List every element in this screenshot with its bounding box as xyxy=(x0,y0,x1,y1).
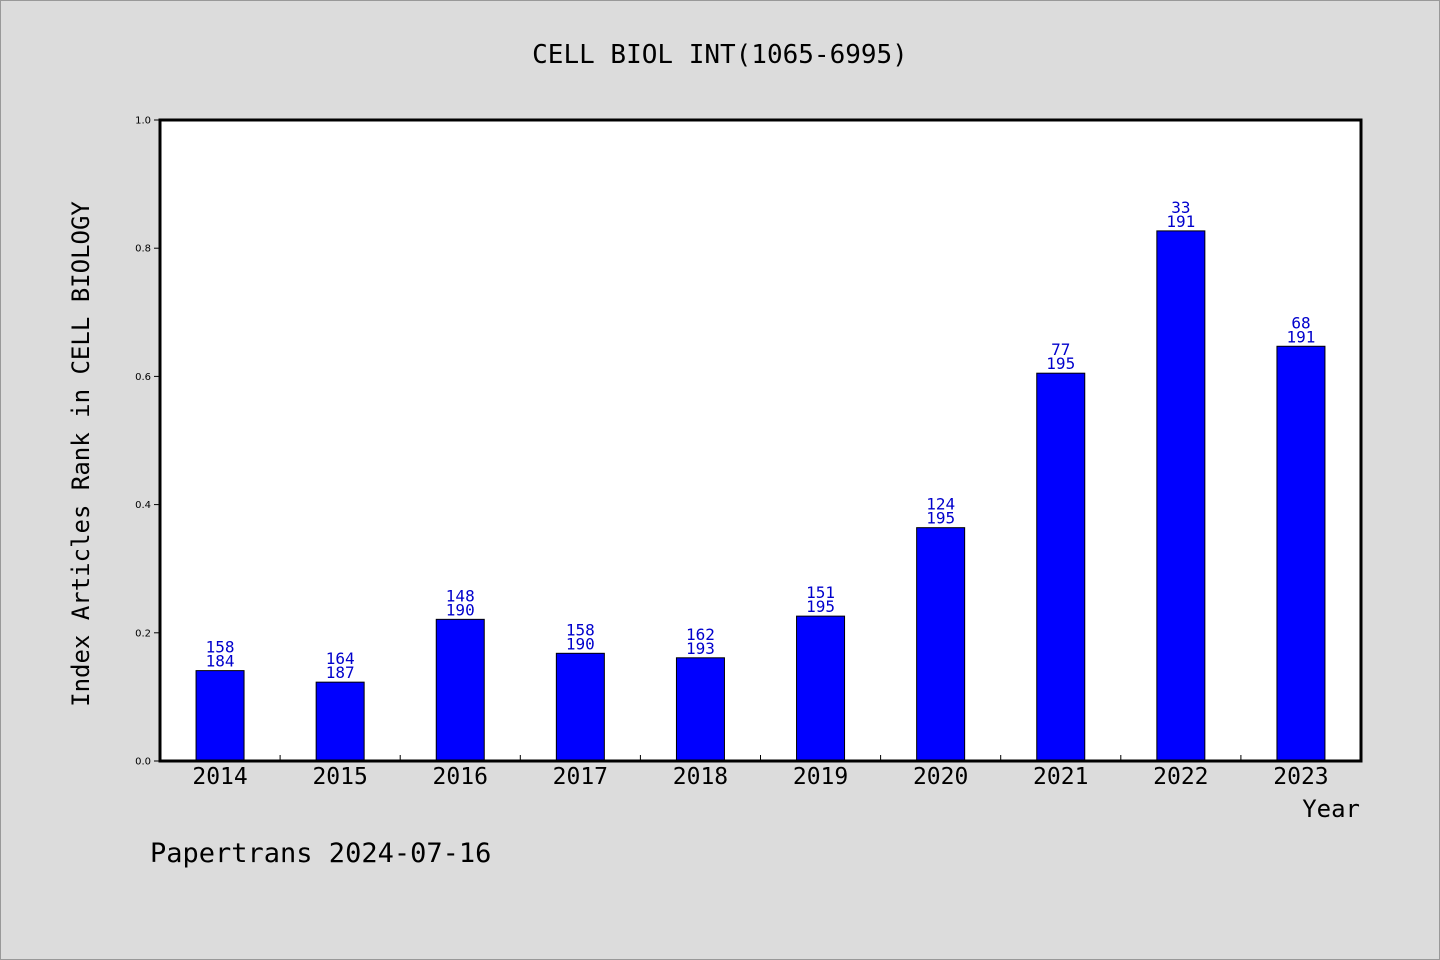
data-label-total: 190 xyxy=(566,634,595,653)
data-label-rank: 158 xyxy=(566,620,595,639)
data-label-total: 193 xyxy=(686,639,715,658)
y-tick-label: 0.6 xyxy=(135,372,151,383)
bar-2019 xyxy=(796,615,846,762)
data-label-total: 195 xyxy=(806,597,835,616)
x-tick-label: 2019 xyxy=(793,764,848,790)
data-label-rank: 151 xyxy=(806,583,835,602)
bar-2014 xyxy=(195,670,245,762)
y-tick-label: 0.2 xyxy=(135,628,151,639)
y-tick-label: 0.4 xyxy=(135,500,151,511)
bar-2023 xyxy=(1276,345,1326,762)
data-label-total: 195 xyxy=(1046,354,1075,373)
data-label-rank: 148 xyxy=(446,586,475,605)
data-label-total: 190 xyxy=(446,600,475,619)
bar-series xyxy=(195,230,1326,762)
data-label-rank: 162 xyxy=(686,625,715,644)
data-label-total: 195 xyxy=(926,509,955,528)
data-label-rank: 164 xyxy=(326,649,355,668)
x-tick-label: 2015 xyxy=(312,764,367,790)
x-tick-label: 2018 xyxy=(673,764,728,790)
x-tick-label: 2014 xyxy=(192,764,247,790)
data-label-total: 191 xyxy=(1166,212,1195,231)
data-label-total: 187 xyxy=(326,663,355,682)
chart-title: CELL BIOL INT(1065-6995) xyxy=(532,40,908,70)
footer-text: Papertrans 2024-07-16 xyxy=(150,838,491,869)
data-label-rank: 68 xyxy=(1291,313,1310,332)
data-label-total: 184 xyxy=(206,652,235,671)
y-axis-title: Index Articles Rank in CELL BIOLOGY xyxy=(67,201,95,707)
bar-2018 xyxy=(675,657,725,762)
bar-2021 xyxy=(1036,372,1086,762)
bar-2015 xyxy=(315,681,365,762)
y-tick-label: 1.0 xyxy=(135,116,151,127)
bar-2017 xyxy=(555,652,605,762)
data-label-rank: 33 xyxy=(1171,198,1190,217)
x-axis-title: Year xyxy=(1302,795,1360,823)
x-tick-label: 2020 xyxy=(913,764,968,790)
bar-2016 xyxy=(435,618,485,762)
data-label-rank: 77 xyxy=(1051,340,1070,359)
data-label-rank: 158 xyxy=(206,638,235,657)
x-tick-label: 2021 xyxy=(1033,764,1088,790)
x-tick-label: 2022 xyxy=(1153,764,1208,790)
x-tick-label: 2016 xyxy=(433,764,488,790)
x-axis: 2014 2015 2016 2017 2018 2019 2020 2021 2022 2023 xyxy=(192,755,1329,790)
data-label-rank: 124 xyxy=(926,495,955,514)
bar-2022 xyxy=(1156,230,1206,762)
x-tick-label: 2017 xyxy=(553,764,608,790)
data-label-total: 191 xyxy=(1286,327,1315,346)
y-tick-label: 0.0 xyxy=(135,757,151,768)
y-tick-label: 0.8 xyxy=(135,244,151,255)
x-tick-label: 2023 xyxy=(1273,764,1328,790)
plot-frame xyxy=(158,118,1363,763)
bar-2020 xyxy=(916,527,966,762)
